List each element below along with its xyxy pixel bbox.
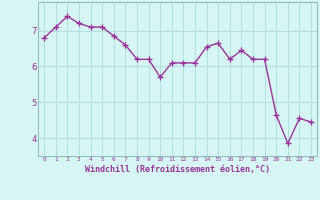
X-axis label: Windchill (Refroidissement éolien,°C): Windchill (Refroidissement éolien,°C) (85, 165, 270, 174)
